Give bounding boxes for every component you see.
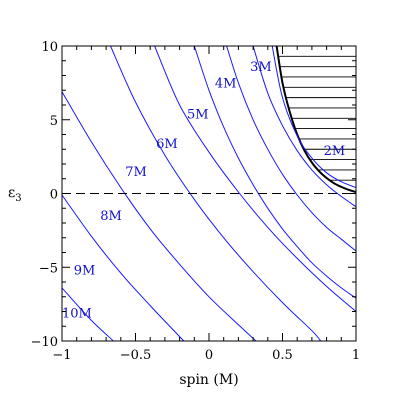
contour-line-5M <box>193 46 356 299</box>
y-axis-title-subscript: 3 <box>15 193 21 204</box>
contour-label-5M: 5M <box>187 107 209 122</box>
y-tick-label: 0 <box>50 188 58 203</box>
x-tick-label: −1 <box>52 348 71 363</box>
contour-line-6M <box>154 46 356 312</box>
contour-label-10M: 10M <box>62 306 92 321</box>
axis-ticks: −1 −0.5 0 0.5 1 −10 −5 0 5 10 <box>31 40 361 363</box>
contour-line-9M <box>62 194 185 341</box>
contour-line-8M <box>62 91 257 341</box>
x-axis-title: spin (M) <box>179 372 238 388</box>
y-tick-label: 10 <box>41 40 58 55</box>
contour-label-8M: 8M <box>100 209 122 224</box>
contour-labels: 2M 3M 4M 5M 6M 7M 8M 9M 10M <box>62 60 345 321</box>
x-tick-label: 1 <box>352 348 360 363</box>
contour-label-4M: 4M <box>215 76 237 91</box>
contour-label-6M: 6M <box>156 137 178 152</box>
contour-line-3M <box>252 46 356 208</box>
contour-line-10M <box>62 287 114 341</box>
contour-lines <box>62 46 356 341</box>
contour-label-3M: 3M <box>250 60 272 75</box>
contour-label-9M: 9M <box>74 264 96 279</box>
hatch-boundary <box>275 46 356 193</box>
x-tick-label: 0.5 <box>272 348 293 363</box>
x-tick-label: 0 <box>205 348 213 363</box>
contour-label-2M: 2M <box>324 144 346 159</box>
y-tick-label: −10 <box>31 335 58 350</box>
y-axis-title: ε3 <box>8 185 22 204</box>
contour-line-7M <box>110 46 322 341</box>
x-tick-label: −0.5 <box>120 348 152 363</box>
hatched-region <box>275 46 356 193</box>
contour-line-2M <box>271 46 356 189</box>
y-axis-title-main: ε <box>8 185 15 201</box>
contour-label-7M: 7M <box>125 165 147 180</box>
y-tick-label: 5 <box>50 114 58 129</box>
y-tick-label: −5 <box>39 261 58 276</box>
contour-line-4M <box>226 46 356 252</box>
